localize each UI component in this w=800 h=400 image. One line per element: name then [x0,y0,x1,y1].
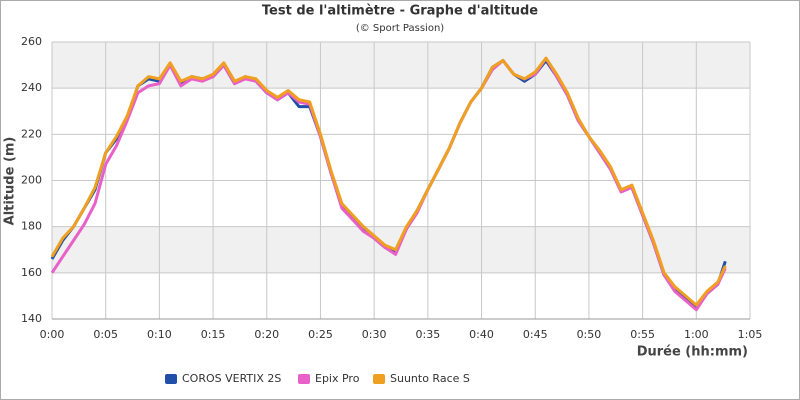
x-tick-label: 0:40 [469,328,494,341]
x-tick-label: 0:35 [415,328,440,341]
y-tick-label: 140 [21,312,42,325]
x-tick-label: 0:15 [201,328,226,341]
y-tick-label: 160 [21,266,42,279]
chart-title: Test de l'altimètre - Graphe d'altitude [262,4,538,19]
y-tick-label: 260 [21,35,42,48]
x-tick-label: 0:30 [362,328,387,341]
legend-swatch [298,374,310,384]
y-axis-title: Altitude (m) [3,137,18,226]
x-axis-title: Durée (hh:mm) [637,345,748,360]
x-tick-label: 0:10 [147,328,172,341]
x-tick-label: 1:05 [738,328,763,341]
x-tick-label: 0:00 [40,328,65,341]
legend-label: Epix Pro [315,372,360,385]
x-tick-label: 0:45 [523,328,548,341]
legend-swatch [373,374,385,384]
legend-label: COROS VERTIX 2S [182,372,281,385]
legend-label: Suunto Race S [390,372,470,385]
x-tick-label: 0:55 [630,328,655,341]
y-tick-label: 240 [21,81,42,94]
y-tick-label: 180 [21,220,42,233]
series-line [50,56,727,307]
x-tick-label: 0:05 [93,328,118,341]
x-tick-label: 0:50 [577,328,602,341]
bands [52,42,750,273]
y-tick-label: 200 [21,174,42,187]
band [52,226,750,273]
x-tick-label: 1:00 [684,328,709,341]
chart-subtitle: (© Sport Passion) [356,23,444,34]
x-tick-label: 0:25 [308,328,333,341]
legend-swatch [165,374,177,384]
x-tick-label: 0:20 [254,328,279,341]
y-tick-label: 220 [21,127,42,140]
